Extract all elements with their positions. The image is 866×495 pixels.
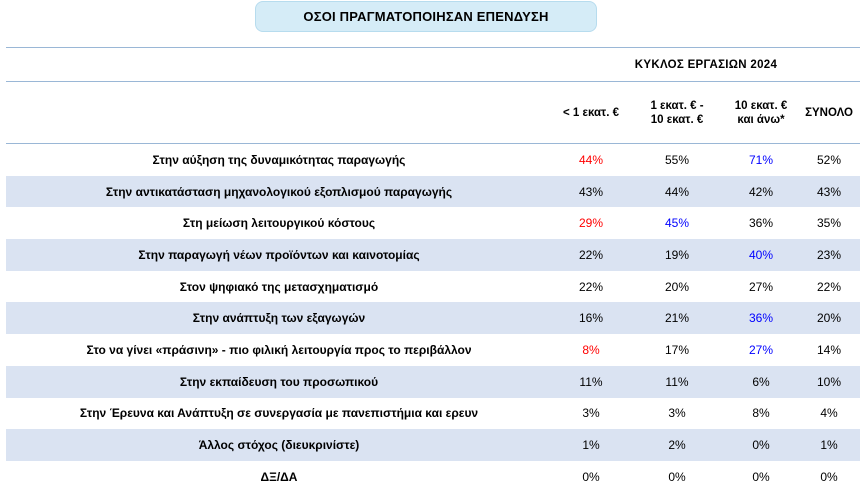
value-cell: 17%	[664, 342, 690, 357]
column-header-total: ΣΥΝΟΛΟ	[798, 81, 860, 144]
row-label: Στον ψηφιακό της μετασχηματισμό	[179, 279, 379, 294]
value-cell: 71%	[748, 152, 774, 167]
row-label: Άλλος στόχος (διευκρινίστε)	[6, 429, 552, 461]
cycle-header-spacer	[6, 47, 552, 82]
table-row: ΔΞ/ΔΑ 0% 0% 0% 0%	[6, 461, 860, 493]
value-cell: 44%	[578, 152, 604, 167]
row-label: Στην αντικατάσταση μηχανολογικού εξοπλισ…	[6, 175, 552, 208]
value-cell: 1%	[552, 429, 630, 461]
value-cell: 20%	[664, 279, 690, 294]
column-header-line2: 10 εκατ. €	[650, 113, 704, 126]
column-header-over-10m: 10 εκατ. € και άνω*	[724, 81, 798, 144]
value-cell: 0%	[668, 469, 686, 484]
column-header-line2: και άνω*	[737, 113, 785, 126]
value-cell: 35%	[816, 216, 842, 231]
investment-goals-table: ΚΥΚΛΟΣ ΕΡΓΑΣΙΩΝ 2024 < 1 εκατ. € 1 εκατ.…	[6, 47, 860, 493]
value-cell: 52%	[816, 152, 842, 167]
value-cell: 55%	[664, 152, 690, 167]
table-row: Στο να γίνει «πράσινη» - πιο φιλική λειτ…	[6, 334, 860, 366]
row-label: Στην Έρευνα και Ανάπτυξη σε συνεργασία μ…	[79, 406, 479, 421]
row-label: Στο να γίνει «πράσινη» - πιο φιλική λειτ…	[86, 342, 472, 357]
value-cell: 3%	[668, 406, 686, 421]
value-cell: 8%	[752, 406, 770, 421]
table-row: Στην αντικατάσταση μηχανολογικού εξοπλισ…	[6, 175, 860, 208]
column-header-1m-10m: 1 εκατ. € - 10 εκατ. €	[630, 81, 724, 144]
value-cell: 2%	[630, 429, 724, 461]
value-cell: 10%	[798, 365, 860, 398]
row-label: Στη μείωση λειτουργικού κόστους	[182, 216, 376, 231]
table-row: Στην ανάπτυξη των εξαγωγών 16% 21% 36% 20%	[6, 302, 860, 335]
column-header-line1: < 1 εκατ. €	[563, 106, 619, 119]
value-cell: 0%	[820, 469, 838, 484]
value-cell: 22%	[816, 279, 842, 294]
row-label: Στην ανάπτυξη των εξαγωγών	[6, 302, 552, 335]
value-cell: 43%	[552, 175, 630, 208]
value-cell: 20%	[798, 302, 860, 335]
value-cell: 23%	[798, 239, 860, 271]
row-label: Στην παραγωγή νέων προϊόντων και καινοτο…	[6, 239, 552, 271]
column-header-spacer	[6, 81, 552, 144]
value-cell: 21%	[630, 302, 724, 335]
value-cell: 22%	[552, 239, 630, 271]
value-cell: 36%	[748, 216, 774, 231]
value-cell: 11%	[552, 365, 630, 398]
table-row: Στον ψηφιακό της μετασχηματισμό 22% 20% 27%…	[6, 271, 860, 303]
value-cell: 29%	[578, 216, 604, 231]
table-body: Στην αύξηση της δυναμικότητας παραγωγής 4…	[6, 144, 860, 493]
value-cell: 43%	[798, 175, 860, 208]
value-cell: 22%	[578, 279, 604, 294]
value-cell: 4%	[820, 406, 838, 421]
table-row: Στην εκπαίδευση του προσωπικού 11% 11% 6% 10…	[6, 365, 860, 398]
table-row: Στην Έρευνα και Ανάπτυξη σε συνεργασία μ…	[6, 398, 860, 430]
cycle-header-row: ΚΥΚΛΟΣ ΕΡΓΑΣΙΩΝ 2024	[6, 47, 860, 82]
value-cell: 40%	[724, 239, 798, 271]
row-label: ΔΞ/ΔΑ	[260, 469, 298, 484]
value-cell: 27%	[748, 342, 774, 357]
value-cell: 0%	[752, 469, 770, 484]
value-cell: 36%	[724, 302, 798, 335]
value-cell: 11%	[630, 365, 724, 398]
value-cell: 14%	[816, 342, 842, 357]
value-cell: 0%	[582, 469, 600, 484]
page-title: ΟΣΟΙ ΠΡΑΓΜΑΤΟΠΟΙΗΣΑΝ ΕΠΕΝΔΥΣΗ	[255, 1, 597, 32]
value-cell: 16%	[552, 302, 630, 335]
row-label: Στην αύξηση της δυναμικότητας παραγωγής	[152, 152, 406, 167]
value-cell: 3%	[582, 406, 600, 421]
value-cell: 1%	[798, 429, 860, 461]
value-cell: 0%	[724, 429, 798, 461]
column-header-line1: 1 εκατ. € -	[650, 99, 704, 112]
value-cell: 27%	[748, 279, 774, 294]
column-header-line1: ΣΥΝΟΛΟ	[805, 106, 853, 119]
table-row: Στη μείωση λειτουργικού κόστους 29% 45% 36%…	[6, 207, 860, 239]
table-row: Στην αύξηση της δυναμικότητας παραγωγής 4…	[6, 144, 860, 176]
value-cell: 44%	[630, 175, 724, 208]
value-cell: 45%	[664, 216, 690, 231]
table-row: Στην παραγωγή νέων προϊόντων και καινοτο…	[6, 239, 860, 271]
column-header-under-1m: < 1 εκατ. €	[552, 81, 630, 144]
value-cell: 19%	[630, 239, 724, 271]
row-label: Στην εκπαίδευση του προσωπικού	[6, 365, 552, 398]
table-row: Άλλος στόχος (διευκρινίστε) 1% 2% 0% 1%	[6, 429, 860, 461]
value-cell: 8%	[582, 342, 600, 357]
column-header-line1: 10 εκατ. €	[734, 99, 788, 112]
value-cell: 42%	[724, 175, 798, 208]
value-cell: 6%	[724, 365, 798, 398]
column-header-row: < 1 εκατ. € 1 εκατ. € - 10 εκατ. € 10 εκ…	[6, 81, 860, 144]
cycle-header: ΚΥΚΛΟΣ ΕΡΓΑΣΙΩΝ 2024	[552, 47, 860, 82]
